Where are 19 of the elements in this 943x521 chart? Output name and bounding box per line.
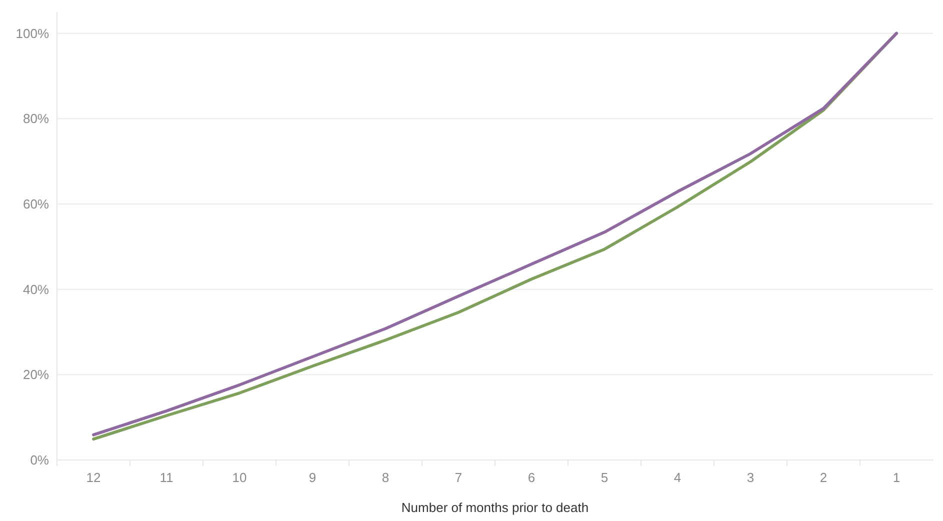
x-tick-label: 4 xyxy=(674,470,682,485)
x-tick-label: 7 xyxy=(454,470,462,485)
x-tick-label: 2 xyxy=(820,470,828,485)
x-tick-label: 9 xyxy=(308,470,316,485)
x-tick-label: 10 xyxy=(232,470,247,485)
x-tick-label: 1 xyxy=(892,470,900,485)
y-tick-label: 100% xyxy=(16,26,50,41)
y-tick-label: 0% xyxy=(30,452,50,468)
x-tick-label: 8 xyxy=(382,470,390,485)
x-tick-label: 12 xyxy=(86,470,101,485)
y-tick-label: 40% xyxy=(22,282,50,297)
x-tick-label: 5 xyxy=(600,470,608,485)
x-tick-label: 11 xyxy=(160,470,174,485)
x-tick-label: 6 xyxy=(528,470,536,485)
y-tick-label: 60% xyxy=(22,196,50,212)
x-tick-label: 3 xyxy=(746,470,754,485)
y-tick-label: 20% xyxy=(22,367,50,382)
x-axis-title: Number of months prior to death xyxy=(401,500,589,515)
y-tick-label: 80% xyxy=(22,111,50,126)
